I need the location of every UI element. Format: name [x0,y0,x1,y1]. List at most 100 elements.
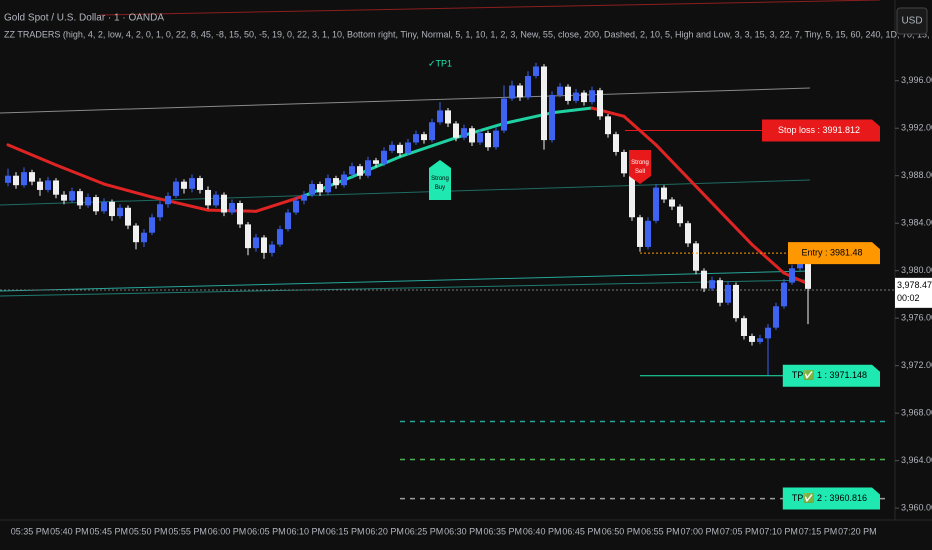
x-tick-label: 07:15 PM [799,526,838,536]
candle-body [213,194,219,206]
candle-body [517,85,523,98]
candle-body [589,90,595,103]
candle-body [61,194,67,201]
candle-body [69,191,75,201]
candle-body [781,282,787,307]
x-tick-label: 06:30 PM [444,526,483,536]
candle-body [181,181,187,189]
candle-body [357,166,363,176]
candle-body [701,270,707,289]
candle-body [301,194,307,201]
candle-body [397,144,403,154]
candle-body [109,201,115,217]
y-tick-label: 3,980.000 [901,265,932,275]
candle-body [733,284,739,319]
candle-body [461,128,467,138]
x-tick-label: 06:20 PM [365,526,404,536]
candle-body [605,116,611,135]
x-tick-label: 07:20 PM [838,526,877,536]
candle-body [389,144,395,151]
candle-body [189,178,195,189]
candle-body [173,181,179,196]
x-tick-label: 05:45 PM [90,526,129,536]
candle-body [645,220,651,247]
candle-body [549,94,555,141]
y-tick-label: 3,988.000 [901,170,932,180]
candle-body [5,175,11,183]
candle-body [661,187,667,200]
level-label: TP✅ 1 : 3971.148 [792,369,867,380]
candle-body [237,203,243,225]
candle-body [13,175,19,186]
candle-body [445,110,451,124]
candle-body [773,306,779,328]
ma-segment [782,271,810,286]
x-tick-label: 07:05 PM [720,526,759,536]
level-label: Entry : 3981.48 [801,247,862,257]
candle-body [765,327,771,339]
candle-body [429,122,435,141]
x-tick-label: 06:25 PM [405,526,444,536]
x-tick-label: 05:55 PM [168,526,207,536]
price-tag [895,277,932,308]
candle-body [653,187,659,221]
candle-body [333,178,339,186]
candle-body [373,160,379,164]
candle-body [685,223,691,244]
y-tick-label: 3,968.000 [901,408,932,418]
ma-segment [54,163,106,186]
candle-body [53,180,59,195]
candle-body [573,92,579,101]
x-tick-label: 05:50 PM [129,526,168,536]
ma-segment [150,195,210,212]
x-tick-label: 06:45 PM [562,526,601,536]
x-tick-label: 07:00 PM [681,526,720,536]
candle-body [101,201,107,212]
candle-body [741,318,747,336]
chart-title: Gold Spot / U.S. Dollar · 1 · OANDA [4,13,164,24]
buy-label: Strong Buy [431,176,449,191]
level-tag [762,119,880,142]
buy-tag [429,160,451,200]
currency-label: USD [901,16,922,27]
ma-segment [6,143,58,167]
candle-body [725,284,731,303]
candle-body [789,268,795,283]
candle-body [493,130,499,148]
candle-body [253,237,259,249]
ma-segment [654,143,706,197]
ma-segment [102,182,154,199]
y-tick-label: 3,960.000 [901,503,932,513]
level-tag [782,364,880,387]
candle-body [541,66,547,141]
candle-body [597,90,603,117]
candle-body [381,150,387,164]
candle-body [749,335,755,342]
candle-body [21,172,27,186]
trend-line [0,270,811,292]
countdown-label: 00:02 [897,293,920,303]
x-tick-label: 06:05 PM [247,526,286,536]
ma-segment [702,193,754,247]
ma-segment [398,136,458,159]
candle-body [437,110,443,123]
candle-body [509,85,515,99]
x-tick-label: 05:40 PM [50,526,89,536]
ma-segment [550,106,594,115]
trend-line [99,0,881,16]
x-tick-label: 06:10 PM [287,526,326,536]
candle-body [269,244,275,253]
candle-body [413,134,419,143]
x-tick-label: 06:00 PM [208,526,247,536]
trend-line [0,179,811,206]
sell-label: Strong Sell [631,160,649,175]
candle-body [117,207,123,217]
candle-body [709,280,715,289]
candle-body [325,178,331,193]
level-tag [788,242,880,265]
level-label: TP✅ 2 : 3960.816 [792,492,867,503]
candle-body [157,204,163,218]
x-tick-label: 07:10 PM [759,526,798,536]
currency-button[interactable] [896,7,928,35]
